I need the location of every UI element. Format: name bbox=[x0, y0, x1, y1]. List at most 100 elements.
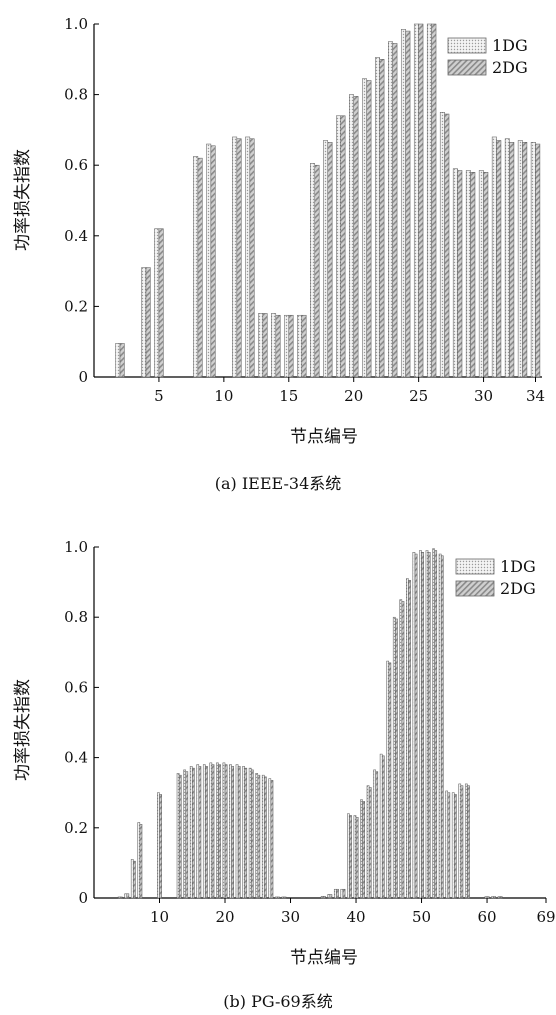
bar-1DG-node-15 bbox=[284, 314, 290, 378]
bar-1DG-node-50 bbox=[419, 550, 422, 899]
bar-1DG-node-47 bbox=[399, 599, 403, 899]
bar-2DG-node-54 bbox=[447, 792, 451, 899]
bar-1DG-node-40 bbox=[353, 815, 357, 899]
legend-swatch-2DG bbox=[447, 59, 487, 76]
x-tick-label: 15 bbox=[279, 387, 298, 405]
bar-2DG-node-61 bbox=[493, 896, 497, 899]
bar-2DG-node-51 bbox=[427, 552, 431, 899]
bar-1DG-node-24 bbox=[400, 29, 406, 378]
legend-swatch-2DG bbox=[455, 580, 495, 597]
bar-1DG-node-36 bbox=[327, 894, 331, 899]
bar-1DG-node-6 bbox=[130, 859, 134, 899]
bar-1DG-node-17 bbox=[202, 764, 206, 899]
bar-1DG-node-20 bbox=[349, 94, 354, 378]
bar-2DG-node-27 bbox=[270, 780, 274, 899]
y-tick-label: 0 bbox=[78, 889, 88, 907]
bar-2DG-node-38 bbox=[342, 888, 346, 899]
y-tick-label: 0.8 bbox=[64, 608, 88, 626]
bar-1DG-node-23 bbox=[242, 766, 245, 899]
bar-1DG-node-53 bbox=[438, 553, 442, 899]
bar-2DG-node-34 bbox=[535, 143, 541, 378]
bar-2DG-node-40 bbox=[355, 817, 359, 899]
bar-1DG-node-28 bbox=[452, 168, 458, 378]
x-axis-label-b: 节点编号 bbox=[290, 948, 358, 968]
bar-1DG-node-49 bbox=[412, 552, 416, 899]
bar-2DG-node-32 bbox=[509, 142, 515, 378]
bar-2DG-node-37 bbox=[336, 888, 339, 899]
bar-2DG-node-14 bbox=[275, 314, 281, 378]
x-tick-label: 25 bbox=[409, 387, 428, 405]
bar-1DG-node-8 bbox=[193, 156, 199, 378]
legend-swatch-1DG bbox=[447, 37, 487, 54]
bar-1DG-node-20 bbox=[222, 762, 226, 899]
bar-1DG-node-38 bbox=[340, 888, 344, 899]
x-tick-label: 20 bbox=[215, 908, 234, 926]
bar-2DG-node-35 bbox=[323, 895, 326, 899]
bar-2DG-node-28 bbox=[457, 170, 463, 378]
bar-1DG-node-26 bbox=[261, 774, 265, 899]
bar-2DG-node-41 bbox=[362, 801, 365, 899]
bar-1DG-node-16 bbox=[196, 764, 200, 899]
bar-1DG-node-39 bbox=[347, 813, 350, 899]
bar-1DG-node-61 bbox=[491, 896, 494, 899]
bar-1DG-node-21 bbox=[362, 78, 367, 378]
bar-2DG-node-2 bbox=[119, 343, 125, 378]
y-tick-label: 0.6 bbox=[64, 678, 88, 696]
bar-1DG-node-14 bbox=[183, 769, 186, 899]
bars-a bbox=[115, 23, 541, 378]
bar-2DG-node-5 bbox=[158, 228, 164, 378]
bar-2DG-node-39 bbox=[349, 815, 352, 899]
legend-label-2DG: 2DG bbox=[500, 579, 536, 598]
bar-1DG-node-35 bbox=[320, 895, 324, 899]
x-tick-label: 10 bbox=[214, 387, 233, 405]
bar-1DG-node-29 bbox=[281, 896, 285, 899]
y-tick-label: 0.8 bbox=[64, 86, 88, 104]
bar-2DG-node-22 bbox=[237, 766, 241, 899]
bar-1DG-node-45 bbox=[386, 660, 390, 899]
bar-1DG-node-41 bbox=[360, 799, 363, 899]
bar-1DG-node-44 bbox=[379, 753, 383, 899]
bar-2DG-node-45 bbox=[388, 662, 392, 899]
legend-swatch-1DG bbox=[455, 558, 495, 575]
bar-2DG-node-16 bbox=[301, 314, 307, 378]
bar-1DG-node-34 bbox=[530, 142, 536, 378]
x-tick-label: 50 bbox=[412, 908, 431, 926]
bar-2DG-node-15 bbox=[288, 314, 294, 378]
bar-1DG-node-27 bbox=[268, 778, 272, 899]
bar-2DG-node-33 bbox=[522, 142, 528, 378]
bar-1DG-node-62 bbox=[497, 896, 501, 899]
bar-1DG-node-21 bbox=[229, 764, 232, 899]
bar-1DG-node-22 bbox=[235, 764, 239, 899]
bar-1DG-node-5 bbox=[154, 228, 160, 378]
bar-1DG-node-32 bbox=[504, 138, 510, 378]
ticks-a: 0 0.2 0.4 0.6 0.8 1.0 5 10 15 20 25 30 34 bbox=[64, 15, 545, 405]
bar-1DG-node-12 bbox=[245, 136, 251, 378]
bar-2DG-node-29 bbox=[470, 172, 476, 378]
y-tick-label: 0.4 bbox=[64, 749, 88, 767]
bar-1DG-node-15 bbox=[189, 766, 193, 899]
bar-2DG-node-19 bbox=[340, 115, 346, 378]
bar-2DG-node-27 bbox=[444, 113, 450, 378]
bar-2DG-node-17 bbox=[314, 164, 320, 378]
y-tick-label: 1.0 bbox=[64, 538, 88, 556]
bar-2DG-node-18 bbox=[211, 764, 215, 899]
bar-2DG-node-42 bbox=[368, 787, 372, 899]
bar-1DG-node-27 bbox=[439, 112, 445, 378]
bar-2DG-node-36 bbox=[329, 894, 333, 899]
y-tick-label: 0.2 bbox=[64, 297, 88, 315]
bar-2DG-node-7 bbox=[139, 824, 143, 899]
bar-2DG-node-22 bbox=[379, 59, 385, 378]
x-tick-label: 20 bbox=[344, 387, 363, 405]
bar-1DG-node-14 bbox=[271, 313, 277, 378]
x-tick-label: 40 bbox=[346, 908, 365, 926]
caption-a: (a) IEEE-34系统 bbox=[214, 474, 342, 493]
bar-1DG-node-23 bbox=[388, 41, 393, 378]
bar-2DG-node-4 bbox=[119, 896, 123, 899]
bars-b bbox=[117, 548, 503, 899]
bar-1DG-node-19 bbox=[336, 115, 341, 378]
bar-1DG-node-54 bbox=[445, 790, 448, 899]
y-axis-label-a: 功率损失指数 bbox=[13, 149, 33, 251]
bar-1DG-node-56 bbox=[458, 783, 462, 899]
